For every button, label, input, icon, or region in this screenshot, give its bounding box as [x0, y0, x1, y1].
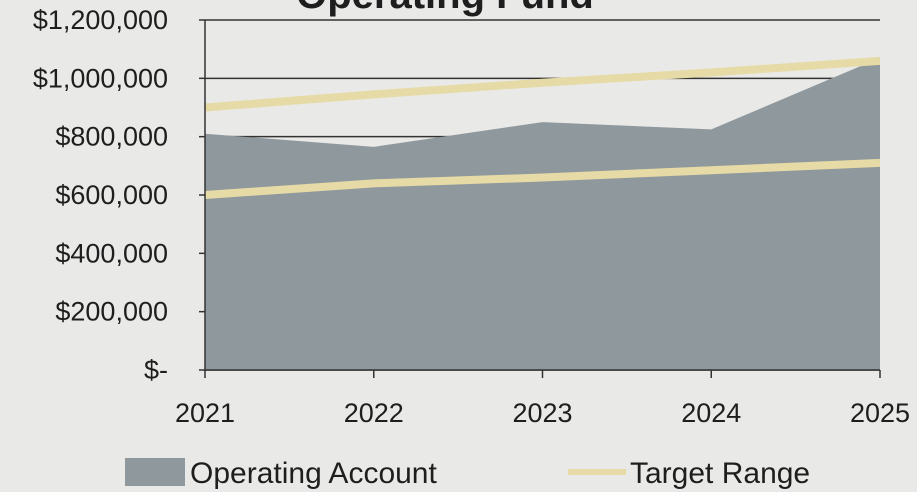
legend-swatch: [125, 458, 185, 486]
legend-label: Target Range: [630, 457, 810, 490]
y-tick-label: $800,000: [55, 122, 168, 152]
y-tick-label: $600,000: [55, 180, 168, 210]
legend-label: Operating Account: [190, 457, 437, 490]
y-tick-label: $-: [144, 355, 168, 385]
y-tick-label: $200,000: [55, 297, 168, 327]
y-tick-label: $400,000: [55, 238, 168, 268]
area: [205, 57, 880, 371]
chart-title: Operating Fund: [296, 0, 594, 17]
x-tick-label: 2022: [344, 398, 404, 428]
y-tick-label: $1,200,000: [33, 5, 168, 35]
target-line: [204, 158, 881, 199]
x-tick-label: 2023: [512, 398, 572, 428]
x-tick-label: 2024: [681, 398, 741, 428]
y-tick-label: $1,000,000: [33, 63, 168, 93]
target-line: [204, 56, 881, 112]
x-tick-label: 2021: [175, 398, 235, 428]
x-tick-label: 2025: [850, 398, 910, 428]
